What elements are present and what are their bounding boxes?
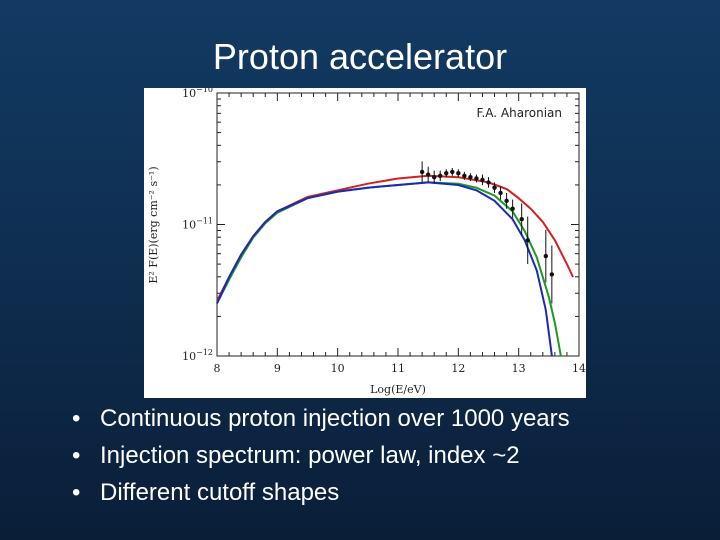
bullet-item: • Continuous proton injection over 1000 y… [72,400,712,437]
x-axis-label: Log(E/eV) [370,383,426,396]
data-point [432,174,437,180]
data-point [468,174,473,180]
data-point [504,198,509,204]
y-tick-label: 10−12 [182,348,213,363]
data-point [450,169,455,175]
x-tick-label: 14 [572,362,586,375]
data-point [456,171,461,176]
bullet-text: Continuous proton injection over 1000 ye… [100,405,570,432]
data-point [444,171,449,176]
data-point [419,169,425,175]
model-curves [216,174,574,357]
x-tick-label: 10 [331,362,345,375]
slide-title: Proton accelerator [212,36,508,77]
bullet-glyph: • [72,479,81,506]
data-point [438,173,443,179]
data-point [425,172,431,177]
data-point [549,272,555,277]
model-curve [216,174,574,302]
data-point [492,185,497,190]
x-tick-label: 12 [451,362,465,375]
data-point [474,176,479,181]
spectrum-figure: 8 9 10 11 12 13 14 10−10 10−11 10−12 F.A. Aharoni… [144,88,586,398]
data-point [486,180,491,185]
y-tick-label: 10−11 [182,217,213,232]
x-tick-label: 9 [274,362,281,375]
credit-label: F.A. Aharonian [477,106,563,120]
bullet-text: Different cutoff shapes [100,479,340,506]
model-curve [216,181,562,357]
bullet-glyph: • [72,442,81,469]
plot-frame [216,92,580,357]
model-curve [216,181,553,357]
bullet-list: • Continuous proton injection over 1000 y… [72,400,712,511]
bullet-text: Injection spectrum: power law, index ~2 [100,442,520,469]
x-tick-label: 13 [512,362,526,375]
measured-points [419,161,555,304]
y-axis-label: E² F(E)(erg cm⁻² s⁻¹) [147,166,160,283]
y-tick-label: 10−10 [182,88,213,100]
data-point [498,190,503,196]
data-point [519,217,524,222]
spectrum-chart: 8 9 10 11 12 13 14 10−10 10−11 10−12 F.A. Aharoni… [147,88,586,396]
data-point [510,206,515,211]
bullet-glyph: • [72,405,81,432]
x-tick-label: 8 [214,362,221,375]
bullet-item: • Different cutoff shapes [72,474,712,511]
x-tick-label: 11 [391,362,405,375]
data-point [525,238,530,243]
data-point [462,173,467,179]
data-point [543,253,549,259]
data-point [480,177,485,182]
bullet-item: • Injection spectrum: power law, index ~2 [72,437,712,474]
